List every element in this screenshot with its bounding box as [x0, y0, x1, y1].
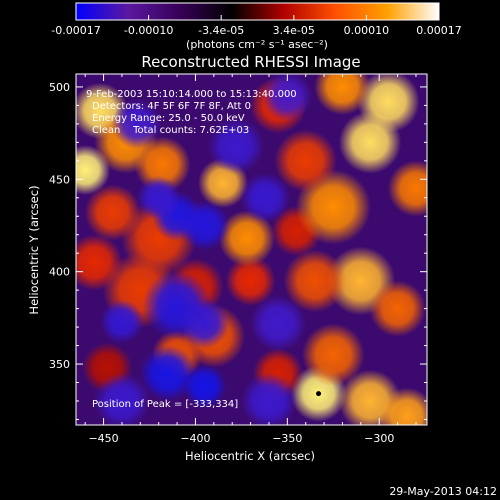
plot-frame	[75, 73, 428, 426]
timestamp: 29-May-2013 04:12	[389, 485, 497, 498]
colorbar-frame	[75, 2, 440, 21]
annotation-time: 9-Feb-2003 15:10:14.000 to 15:13:40.000	[86, 89, 297, 100]
emission-blob	[302, 323, 365, 387]
annotation-peak: Position of Peak = [-333,334]	[92, 399, 238, 410]
y-tick-label: 500	[49, 81, 70, 94]
negative-blob	[111, 98, 162, 149]
colorbar-tick-label: -0.00010	[124, 24, 173, 37]
x-tick-label: −450	[88, 432, 118, 445]
heatmap	[76, 74, 427, 425]
emission-blob	[357, 74, 420, 133]
y-axis-label: Heliocentric Y (arcsec)	[27, 185, 41, 314]
negative-blob	[250, 295, 307, 352]
colorbar-tick-label: -3.4e-05	[198, 24, 244, 37]
negative-blob	[207, 117, 264, 175]
negative-blob	[179, 298, 230, 349]
colorbar-tick-label: 0.00010	[344, 24, 390, 37]
axis-ticks: −450 −400 −350 −300 350 400 450 500	[49, 74, 427, 445]
y-tick-label: 350	[49, 358, 70, 371]
negative-blob	[262, 74, 313, 122]
y-tick-label: 400	[49, 266, 70, 279]
negative-blob	[240, 372, 298, 425]
x-axis-label: Heliocentric X (arcsec)	[185, 449, 315, 463]
emission-blob	[314, 74, 371, 116]
emission-blob	[283, 249, 347, 313]
image-plot: 9-Feb-2003 15:10:14.000 to 15:13:40.000 …	[49, 73, 428, 445]
peak-dot	[316, 391, 322, 397]
annotation-clean: Clean Total counts: 7.62E+03	[92, 125, 249, 136]
colorbar-tick-label: -0.00017	[51, 24, 100, 37]
emission-blob	[387, 160, 427, 217]
x-tick-label: −400	[180, 432, 210, 445]
negative-blob	[93, 372, 151, 425]
y-tick-label: 450	[49, 173, 70, 186]
emission-blob	[369, 280, 426, 337]
colorbar-tick-label: 0.00017	[416, 24, 462, 37]
negative-blob	[100, 299, 144, 344]
annotation-detectors: Detectors: 4F 5F 6F 7F 8F, Att 0	[92, 101, 251, 112]
x-tick-label: −350	[272, 432, 302, 445]
emission-blob	[274, 129, 337, 193]
colorbar-bar	[76, 3, 439, 20]
chart-title: Reconstructed RHESSI Image	[141, 53, 360, 71]
emission-blob	[225, 255, 276, 306]
colorbar: -0.00017 -0.00010 -3.4e-05 3.4e-05 0.00010 0.…	[51, 2, 462, 51]
negative-blob	[240, 172, 291, 223]
peak-marker	[316, 391, 322, 397]
negative-blob	[182, 364, 227, 409]
x-tick-label: −300	[364, 432, 394, 445]
emission-blob	[218, 210, 276, 267]
emission-blob	[378, 387, 427, 425]
negative-blob	[136, 175, 181, 220]
colorbar-tick-label: 3.4e-05	[273, 24, 315, 37]
colorbar-units: (photons cm⁻² s⁻¹ asec⁻²)	[186, 38, 328, 51]
negative-blob	[179, 200, 230, 251]
negative-blob	[139, 345, 197, 402]
colorbar-ticks: -0.00017 -0.00010 -3.4e-05 3.4e-05 0.00010 0.…	[51, 15, 462, 37]
annotation-energy: Energy Range: 25.0 - 50.0 keV	[92, 113, 245, 124]
